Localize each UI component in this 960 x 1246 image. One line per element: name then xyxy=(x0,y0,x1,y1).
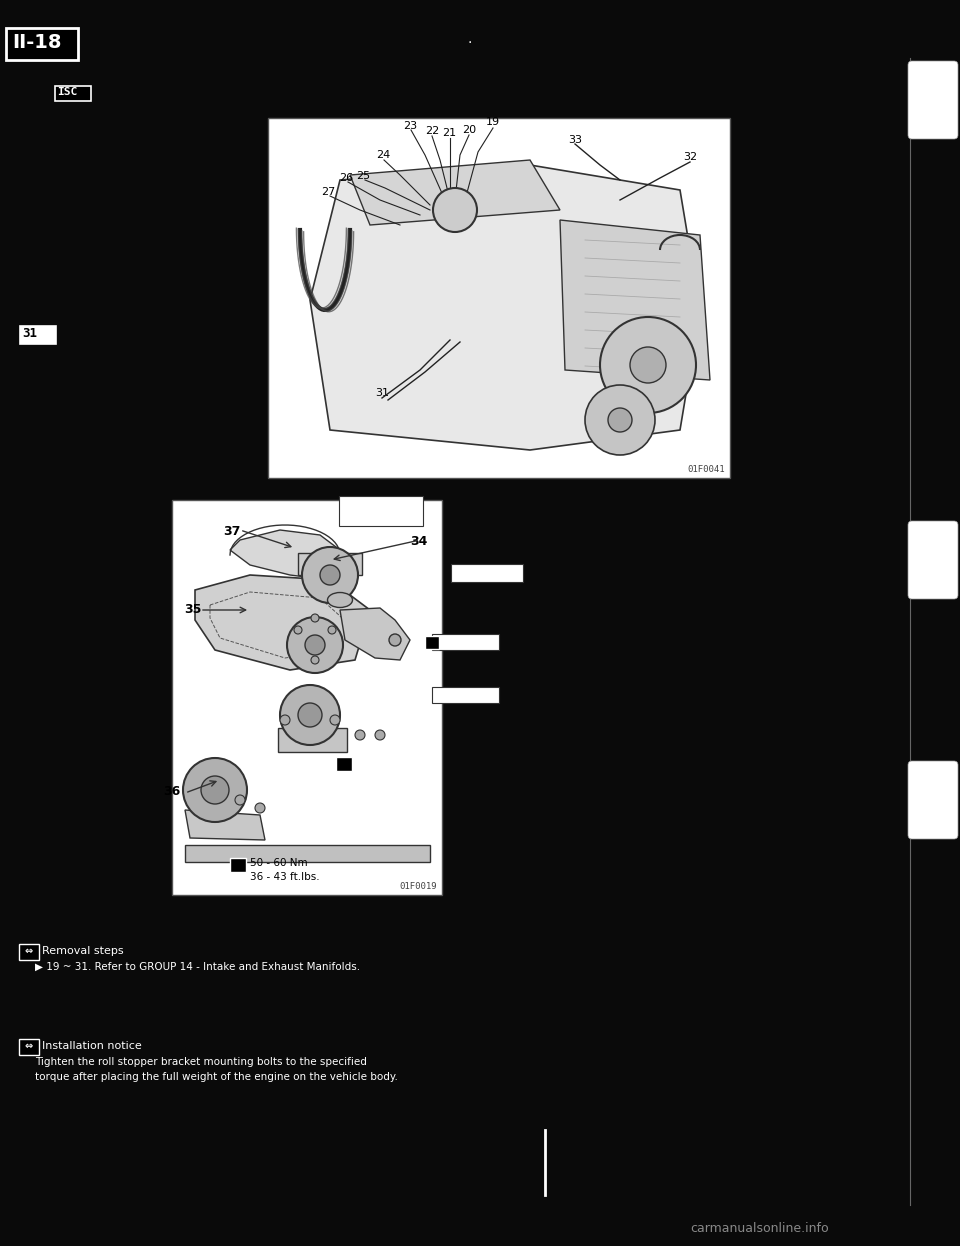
Text: torque after placing the full weight of the engine on the vehicle body.: torque after placing the full weight of … xyxy=(35,1072,397,1082)
FancyBboxPatch shape xyxy=(432,687,499,703)
Circle shape xyxy=(355,730,365,740)
Circle shape xyxy=(298,703,322,726)
Text: 33: 33 xyxy=(568,135,582,145)
Text: 19: 19 xyxy=(486,117,500,127)
Circle shape xyxy=(311,655,319,664)
FancyBboxPatch shape xyxy=(908,761,958,839)
Bar xyxy=(20,326,56,344)
Circle shape xyxy=(330,715,340,725)
Text: .: . xyxy=(468,32,472,46)
Text: Tighten the roll stopper bracket mounting bolts to the specified: Tighten the roll stopper bracket mountin… xyxy=(35,1057,367,1067)
Polygon shape xyxy=(185,845,430,862)
Bar xyxy=(230,858,246,872)
Circle shape xyxy=(235,795,245,805)
Text: 22: 22 xyxy=(425,126,439,136)
Text: II-18: II-18 xyxy=(12,32,61,52)
Circle shape xyxy=(320,564,340,586)
Text: 25: 25 xyxy=(356,171,370,181)
Text: 31: 31 xyxy=(22,326,37,340)
Polygon shape xyxy=(230,530,340,579)
Text: 51 ft.lbs.: 51 ft.lbs. xyxy=(455,567,508,577)
Polygon shape xyxy=(310,164,700,450)
Text: 32: 32 xyxy=(683,152,697,162)
Text: 23: 23 xyxy=(403,121,417,131)
Bar xyxy=(425,635,439,649)
Text: ⇔: ⇔ xyxy=(25,1040,33,1050)
Circle shape xyxy=(375,730,385,740)
FancyBboxPatch shape xyxy=(908,521,958,599)
Text: ⇔: ⇔ xyxy=(25,946,33,956)
Bar xyxy=(336,758,352,771)
Circle shape xyxy=(585,385,655,455)
Ellipse shape xyxy=(327,593,352,608)
Text: 31: 31 xyxy=(375,388,389,397)
Text: Installation notice: Installation notice xyxy=(42,1040,142,1050)
Text: 27: 27 xyxy=(321,187,335,197)
Circle shape xyxy=(255,802,265,812)
Text: 36: 36 xyxy=(163,785,180,797)
Text: carmanualsonline.info: carmanualsonline.info xyxy=(690,1222,829,1235)
Circle shape xyxy=(183,758,247,822)
Text: Removal steps: Removal steps xyxy=(42,946,124,956)
Circle shape xyxy=(201,776,229,804)
Circle shape xyxy=(328,625,336,634)
Text: 26: 26 xyxy=(339,173,353,183)
Text: ft.lbs.: ft.lbs. xyxy=(346,513,375,523)
FancyBboxPatch shape xyxy=(278,728,347,753)
Polygon shape xyxy=(560,221,710,380)
FancyBboxPatch shape xyxy=(19,944,39,959)
Circle shape xyxy=(433,188,477,232)
Text: 50 - 60 Nm: 50 - 60 Nm xyxy=(250,858,307,868)
FancyBboxPatch shape xyxy=(6,27,78,60)
Text: 35: 35 xyxy=(184,603,202,616)
Polygon shape xyxy=(340,608,410,660)
Polygon shape xyxy=(185,810,265,840)
Circle shape xyxy=(302,547,358,603)
Text: 21: 21 xyxy=(442,128,456,138)
FancyBboxPatch shape xyxy=(339,496,423,526)
Polygon shape xyxy=(350,159,560,226)
Text: 36 - 43 ft.lbs.: 36 - 43 ft.lbs. xyxy=(250,872,320,882)
FancyBboxPatch shape xyxy=(298,553,362,574)
FancyBboxPatch shape xyxy=(432,634,499,650)
Bar xyxy=(172,500,442,895)
Text: ft.lbs.: ft.lbs. xyxy=(436,689,466,699)
Text: N: N xyxy=(428,637,436,645)
Text: ▶ 19 ~ 31. Refer to GROUP 14 - Intake and Exhaust Manifolds.: ▶ 19 ~ 31. Refer to GROUP 14 - Intake an… xyxy=(35,962,360,972)
Text: 01F0041: 01F0041 xyxy=(687,465,725,473)
Text: 24: 24 xyxy=(376,150,390,159)
Circle shape xyxy=(608,407,632,432)
FancyBboxPatch shape xyxy=(19,1039,39,1055)
FancyBboxPatch shape xyxy=(908,61,958,140)
Text: 100 -: 100 - xyxy=(346,500,375,510)
Circle shape xyxy=(294,625,302,634)
Circle shape xyxy=(600,316,696,412)
Polygon shape xyxy=(195,574,370,670)
Circle shape xyxy=(630,346,666,383)
Bar xyxy=(268,118,730,478)
Text: ft.lbs.: ft.lbs. xyxy=(436,635,466,645)
Text: 20: 20 xyxy=(462,125,476,135)
Text: 37: 37 xyxy=(224,525,241,538)
Text: 01F0019: 01F0019 xyxy=(399,882,437,891)
Circle shape xyxy=(280,685,340,745)
Text: 34: 34 xyxy=(410,535,428,548)
Circle shape xyxy=(287,617,343,673)
Text: N: N xyxy=(234,858,242,868)
FancyBboxPatch shape xyxy=(451,564,523,582)
Circle shape xyxy=(311,614,319,622)
Bar xyxy=(55,86,91,101)
Text: N: N xyxy=(340,758,348,768)
Circle shape xyxy=(389,634,401,645)
Text: ISC: ISC xyxy=(57,87,77,97)
Circle shape xyxy=(280,715,290,725)
Circle shape xyxy=(305,635,325,655)
